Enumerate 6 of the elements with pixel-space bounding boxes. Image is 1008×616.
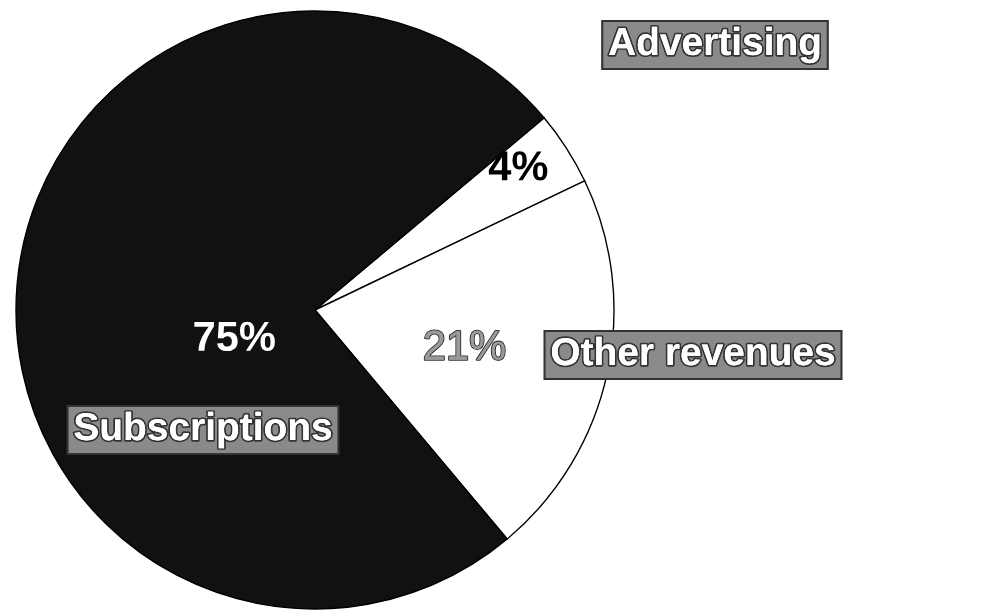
slice-label: Other revenues xyxy=(551,336,835,366)
data-label: 4% xyxy=(488,151,548,181)
data-label: 21% xyxy=(424,330,505,360)
data-label: 75% xyxy=(194,321,275,352)
slice-label: Advertising xyxy=(609,26,820,64)
slice-label: Subscriptions xyxy=(74,411,332,449)
